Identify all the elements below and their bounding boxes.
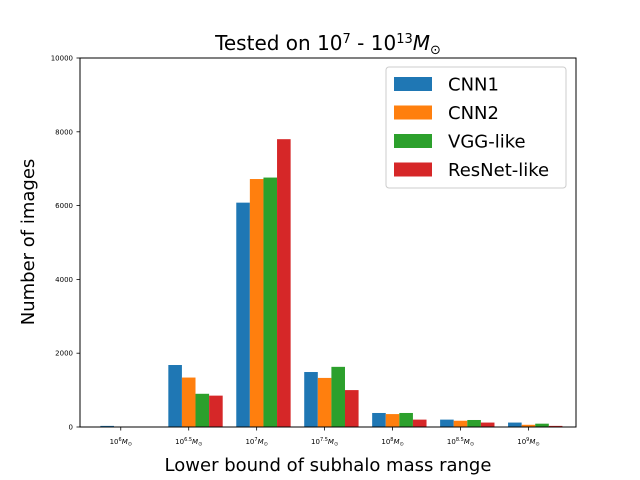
chart-title: Tested on 107 - 1013M⊙ <box>214 31 441 58</box>
x-tick-label: 108M⊙ <box>381 437 403 448</box>
bar-resnet-like-4 <box>412 419 427 427</box>
bar-cnn1-0 <box>100 425 114 427</box>
y-tick-label: 2000 <box>55 350 73 358</box>
legend-swatch-cnn1 <box>394 77 432 91</box>
bar-vgg-like-3 <box>331 366 345 427</box>
bar-cnn2-4 <box>385 414 400 427</box>
y-tick-label: 4000 <box>55 276 73 284</box>
x-tick-label: 106M⊙ <box>110 437 132 448</box>
legend-label-cnn2: CNN2 <box>448 103 499 124</box>
x-tick-label: 107.5M⊙ <box>311 437 338 448</box>
plot-frame <box>79 57 577 428</box>
bar-resnet-like-5 <box>480 422 495 427</box>
bar-cnn1-5 <box>440 419 454 427</box>
legend-label-resnet-like: ResNet-like <box>448 160 549 181</box>
bar-cnn2-5 <box>453 420 468 427</box>
legend-swatch-vgg-like <box>394 134 432 148</box>
bar-cnn2-6 <box>521 424 536 427</box>
y-tick-label: 8000 <box>55 128 73 136</box>
y-tick-label: 0 <box>69 424 73 432</box>
bar-vgg-like-2 <box>263 177 278 427</box>
x-tick-label: 109M⊙ <box>517 437 539 448</box>
bar-resnet-like-2 <box>277 139 291 427</box>
bar-resnet-like-6 <box>548 425 563 427</box>
bar-vgg-like-6 <box>535 423 549 427</box>
y-tick-label: 6000 <box>55 202 73 210</box>
x-axis-ticks: 106M⊙ 106.5M⊙ 107M⊙ 107.5M⊙ 108M⊙ 108.5M⊙ 109M… <box>110 427 540 448</box>
legend-box <box>385 66 567 189</box>
bar-resnet-like-3 <box>344 390 359 427</box>
bars-group <box>100 139 563 427</box>
legend-label-vgg-like: VGG-like <box>448 132 526 153</box>
bar-cnn1-3 <box>304 372 318 427</box>
bar-resnet-like-1 <box>209 395 223 427</box>
x-tick-label: 106.5M⊙ <box>175 437 202 448</box>
y-axis-ticks: 0 2000 4000 6000 8000 10000 <box>51 55 80 432</box>
legend-swatch-cnn2 <box>394 105 432 120</box>
bar-vgg-like-4 <box>399 412 413 427</box>
bar-cnn2-3 <box>317 377 332 427</box>
legend: CNN1 CNN2 VGG-like ResNet-like <box>385 66 567 189</box>
bar-cnn1-2 <box>236 202 250 427</box>
legend-label-cnn1: CNN1 <box>448 75 499 96</box>
bar-cnn2-1 <box>181 377 196 427</box>
bar-vgg-like-5 <box>467 419 481 427</box>
x-tick-label: 107M⊙ <box>245 437 267 448</box>
bar-cnn2-2 <box>249 179 264 427</box>
y-axis-label: Number of images <box>18 159 39 326</box>
bar-vgg-like-1 <box>195 393 210 427</box>
legend-swatch-resnet-like <box>394 162 432 177</box>
bar-cnn1-4 <box>372 412 386 427</box>
y-tick-label: 10000 <box>51 55 73 63</box>
x-axis-label: Lower bound of subhalo mass range <box>165 455 492 476</box>
bar-cnn1-6 <box>508 422 522 427</box>
x-tick-label: 108.5M⊙ <box>447 437 474 448</box>
bar-cnn1-1 <box>168 365 182 427</box>
